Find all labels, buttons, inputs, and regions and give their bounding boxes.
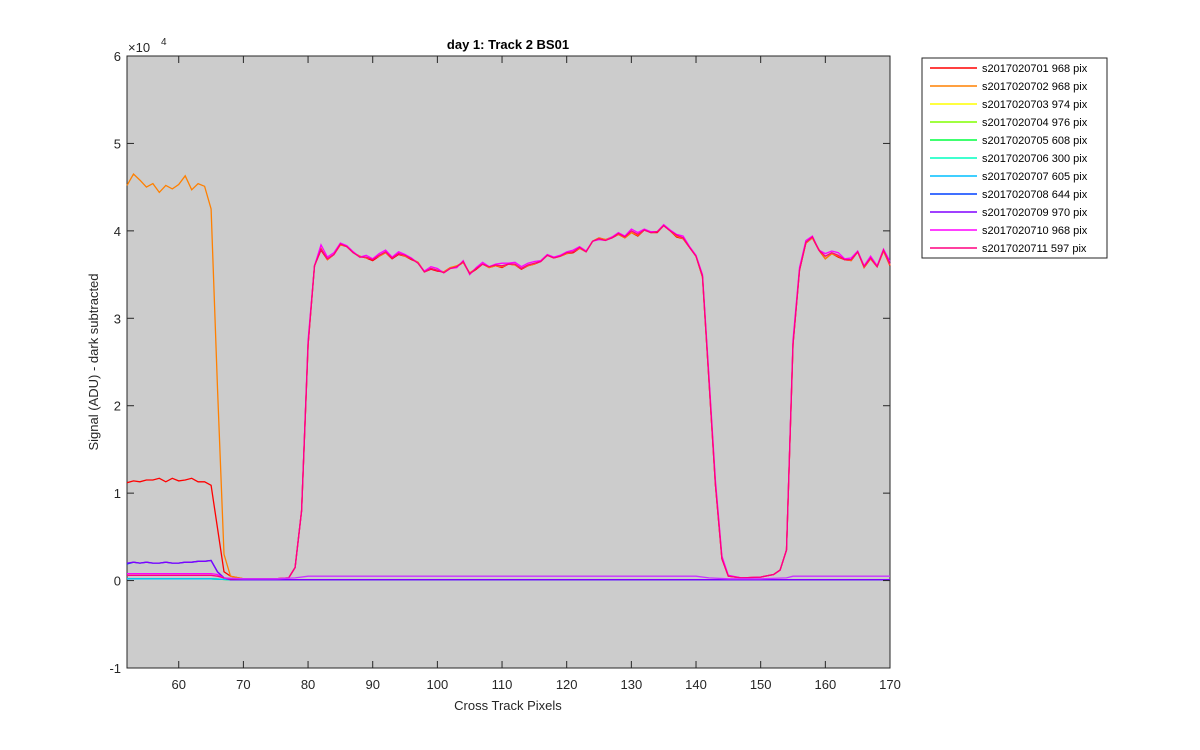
- y-axis: -1 0 1 2 3 4 5 6: [109, 49, 890, 676]
- y-tick-label: 1: [114, 486, 121, 501]
- legend-entry: s2017020709 970 pix: [982, 207, 1088, 219]
- legend-entry: s2017020704 976 pix: [982, 117, 1088, 129]
- series-line-11: [223, 575, 890, 580]
- y-tick-label: 5: [114, 136, 121, 151]
- x-tick-label: 60: [171, 677, 185, 692]
- x-tick-label: 150: [750, 677, 772, 692]
- series-line-10: [127, 224, 891, 580]
- x-tick-label: 70: [236, 677, 250, 692]
- legend-entry: s2017020705 608 pix: [982, 135, 1088, 147]
- x-tick-label: 90: [365, 677, 379, 692]
- series-line-8: [126, 559, 890, 581]
- svg-text:4: 4: [161, 37, 167, 48]
- svg-text:×10: ×10: [128, 40, 150, 55]
- y-tick-label: -1: [109, 661, 121, 676]
- x-tick-label: 130: [621, 677, 643, 692]
- y-tick-label: 4: [114, 224, 121, 239]
- x-tick-label: 160: [814, 677, 836, 692]
- plot-area: [126, 55, 891, 669]
- x-axis: 60 70 80 90 100 110 120 130 140 150 160 170: [171, 56, 901, 692]
- legend-entry: s2017020711 597 pix: [982, 243, 1087, 255]
- x-tick-label: 140: [685, 677, 707, 692]
- x-tick-label: 120: [556, 677, 578, 692]
- y-tick-label: 3: [114, 311, 121, 326]
- y-tick-label: 2: [114, 399, 121, 414]
- y-axis-label: Signal (ADU) - dark subtracted: [86, 273, 101, 450]
- legend-entry: s2017020708 644 pix: [982, 189, 1088, 201]
- series-layer: [126, 172, 891, 581]
- x-tick-label: 80: [301, 677, 315, 692]
- y-tick-label: 0: [114, 574, 121, 589]
- legend-entry: s2017020707 605 pix: [982, 171, 1088, 183]
- chart-title: day 1: Track 2 BS01: [447, 37, 569, 52]
- x-tick-label: 110: [492, 677, 513, 692]
- x-tick-label: 170: [879, 677, 901, 692]
- x-tick-label: 100: [427, 677, 449, 692]
- legend-entry: s2017020706 300 pix: [982, 153, 1088, 165]
- legend: s2017020701 968 pix s2017020702 968 pix s2…: [921, 57, 1108, 259]
- y-exponent-label: ×10 4: [128, 37, 167, 55]
- legend-entry: s2017020702 968 pix: [982, 81, 1088, 93]
- x-axis-label: Cross Track Pixels: [454, 698, 562, 713]
- legend-entry: s2017020701 968 pix: [982, 63, 1088, 75]
- y-tick-label: 6: [114, 49, 121, 64]
- legend-entry: s2017020710 968 pix: [982, 225, 1088, 237]
- legend-entry: s2017020703 974 pix: [982, 99, 1088, 111]
